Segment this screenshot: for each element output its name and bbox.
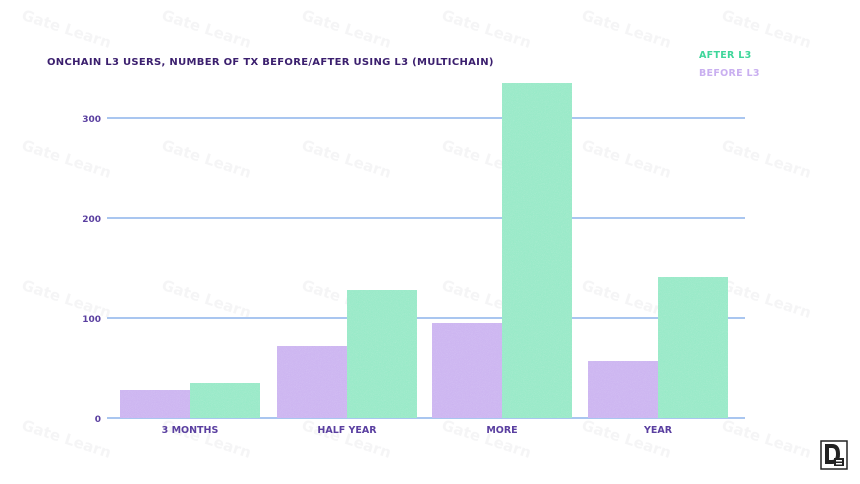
- x-tick-label: MORE: [486, 425, 517, 436]
- bar-before: [120, 390, 190, 418]
- y-tick-label: 0: [95, 415, 101, 425]
- x-tick-label: 3 MONTHS: [162, 425, 219, 436]
- legend-item-before: BEFORE L3: [699, 68, 760, 79]
- x-tick-label: YEAR: [643, 425, 673, 436]
- brand-logo-icon: [820, 440, 848, 474]
- bar-before: [277, 346, 347, 418]
- y-tick-label: 100: [82, 315, 101, 325]
- legend: AFTER L3 BEFORE L3: [699, 50, 760, 86]
- bar-before: [432, 323, 502, 418]
- bar-after: [658, 277, 728, 418]
- bar-after: [190, 383, 260, 418]
- bar-after: [347, 290, 417, 418]
- y-tick-label: 200: [82, 215, 101, 225]
- x-tick-label: HALF YEAR: [317, 425, 377, 436]
- bar-before: [588, 361, 658, 418]
- y-tick-label: 300: [82, 115, 101, 125]
- bar-after: [502, 83, 572, 418]
- legend-item-after: AFTER L3: [699, 50, 752, 61]
- chart-title: ONCHAIN L3 USERS, NUMBER OF TX BEFORE/AF…: [47, 57, 494, 68]
